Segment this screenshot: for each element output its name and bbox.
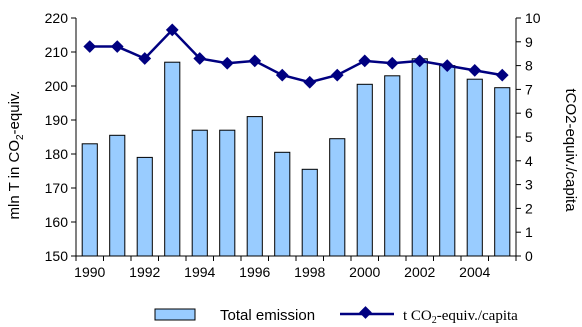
y-right-tick-label-7: 7 — [525, 81, 533, 97]
y-right-tick-label-2: 2 — [525, 200, 533, 216]
y-right-tick-label-3: 3 — [525, 177, 533, 193]
per-capita-marker-2001 — [385, 56, 399, 70]
per-capita-marker-1997 — [275, 68, 289, 82]
legend-bar-swatch — [154, 308, 196, 321]
bar-2005 — [494, 87, 511, 257]
x-tick-label-2004: 2004 — [459, 264, 490, 280]
per-capita-marker-2003 — [440, 59, 454, 72]
per-capita-marker-1990 — [83, 40, 97, 53]
legend-line-marker — [359, 306, 372, 319]
bar-2002 — [411, 58, 428, 257]
bar-1992 — [136, 156, 153, 257]
per-capita-marker-1998 — [303, 75, 317, 89]
per-capita-marker-1999 — [330, 68, 344, 82]
axes: 150 160 170 180 190 200 210 220 0 1 2 3 4 5 6 7 8 9 10 1990… — [45, 10, 541, 280]
y-left-tick-label-150: 150 — [45, 248, 69, 264]
per-capita-marker-2000 — [358, 54, 372, 68]
y-right-tick-label-10: 10 — [525, 10, 541, 26]
legend-line-label: t CO2-equiv./capita — [403, 308, 518, 326]
bar-1998 — [301, 168, 318, 257]
y-left-tick-label-180: 180 — [45, 146, 69, 162]
y-right-tick-label-8: 8 — [525, 58, 533, 74]
bar-1997 — [274, 151, 291, 257]
y-left-tick-label-160: 160 — [45, 214, 69, 230]
bar-1996 — [246, 116, 263, 257]
y-left-tick-label-220: 220 — [45, 10, 69, 26]
bar-2001 — [384, 75, 401, 257]
x-tick-label-1994: 1994 — [184, 264, 215, 280]
x-tick-label-1992: 1992 — [129, 264, 160, 280]
per-capita-marker-2002 — [413, 54, 427, 68]
y-right-axis-title: tCO2-equiv./capita — [562, 88, 579, 212]
per-capita-marker-1995 — [220, 56, 234, 70]
legend: Total emission t CO2-equiv./capita — [154, 306, 518, 326]
y-left-tick-label-200: 200 — [45, 78, 69, 94]
y-right-tick-label-4: 4 — [525, 153, 533, 169]
per-capita-marker-1996 — [248, 54, 262, 68]
per-capita-marker-2005 — [495, 68, 509, 82]
y-left-tick-label-170: 170 — [45, 180, 69, 196]
line-series-per-capita — [83, 23, 509, 89]
bar-1999 — [329, 138, 346, 257]
per-capita-marker-1991 — [110, 40, 124, 53]
per-capita-marker-1994 — [193, 52, 207, 65]
y-left-axis-title: mln T in CO2-equiv. — [6, 91, 26, 220]
per-capita-line — [89, 28, 503, 84]
bar-1994 — [191, 129, 208, 257]
per-capita-marker-2004 — [468, 63, 482, 77]
y-right-tick-label-1: 1 — [525, 224, 533, 240]
y-left-tick-label-210: 210 — [45, 44, 69, 60]
y-right-tick-label-0: 0 — [525, 248, 533, 264]
bar-1990 — [81, 143, 98, 257]
x-tick-label-1998: 1998 — [294, 264, 325, 280]
x-tick-label-2002: 2002 — [404, 264, 435, 280]
x-tick-label-1990: 1990 — [74, 264, 105, 280]
bar-2004 — [466, 78, 483, 257]
y-right-tick-label-6: 6 — [525, 105, 533, 121]
bar-series-total-emission — [81, 58, 511, 257]
y-right-tick-label-5: 5 — [525, 129, 533, 145]
bar-1995 — [219, 129, 236, 257]
per-capita-marker-1992 — [138, 52, 152, 65]
per-capita-marker-1993 — [165, 23, 179, 37]
x-tick-label-2000: 2000 — [349, 264, 380, 280]
bar-2000 — [356, 83, 373, 257]
bar-2003 — [439, 65, 456, 257]
bar-1991 — [109, 134, 126, 257]
legend-bar-label: Total emission — [220, 307, 315, 324]
y-right-tick-label-9: 9 — [525, 34, 533, 50]
x-tick-label-1996: 1996 — [239, 264, 270, 280]
bar-1993 — [164, 61, 181, 257]
y-left-tick-label-190: 190 — [45, 112, 69, 128]
